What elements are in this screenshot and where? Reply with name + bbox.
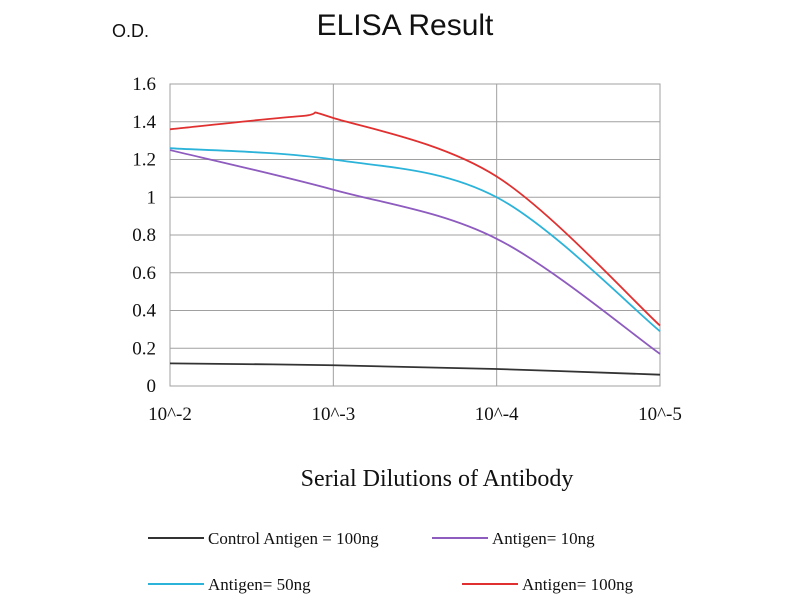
- x-tick-label: 10^-4: [475, 404, 519, 425]
- legend-label: Antigen= 10ng: [492, 529, 595, 548]
- legend-label: Antigen= 100ng: [522, 575, 634, 594]
- y-tick-label: 0.8: [132, 225, 156, 246]
- y-tick-label: 1: [147, 187, 157, 208]
- chart-title: ELISA Result: [317, 9, 494, 42]
- x-tick-label: 10^-3: [311, 404, 355, 425]
- y-axis-label: O.D.: [112, 21, 149, 41]
- y-tick-label: 1.6: [132, 74, 156, 95]
- y-tick-label: 0.4: [132, 301, 156, 322]
- y-tick-label: 0: [147, 376, 157, 397]
- y-tick-label: 1.2: [132, 150, 156, 171]
- x-tick-label: 10^-2: [148, 404, 192, 425]
- y-tick-label: 1.4: [132, 112, 156, 133]
- x-tick-label: 10^-5: [638, 404, 682, 425]
- legend-label: Control Antigen = 100ng: [208, 529, 379, 548]
- series-line-antigen-100ng: [169, 111, 661, 327]
- legend-label: Antigen= 50ng: [208, 575, 311, 594]
- series-line-antigen-10ng: [169, 149, 661, 355]
- series-line-antigen-50ng: [169, 147, 661, 332]
- x-axis-label: Serial Dilutions of Antibody: [301, 466, 574, 492]
- series-line-control-antigen-100ng: [169, 362, 661, 376]
- y-tick-label: 0.6: [132, 263, 156, 284]
- y-tick-label: 0.2: [132, 338, 156, 359]
